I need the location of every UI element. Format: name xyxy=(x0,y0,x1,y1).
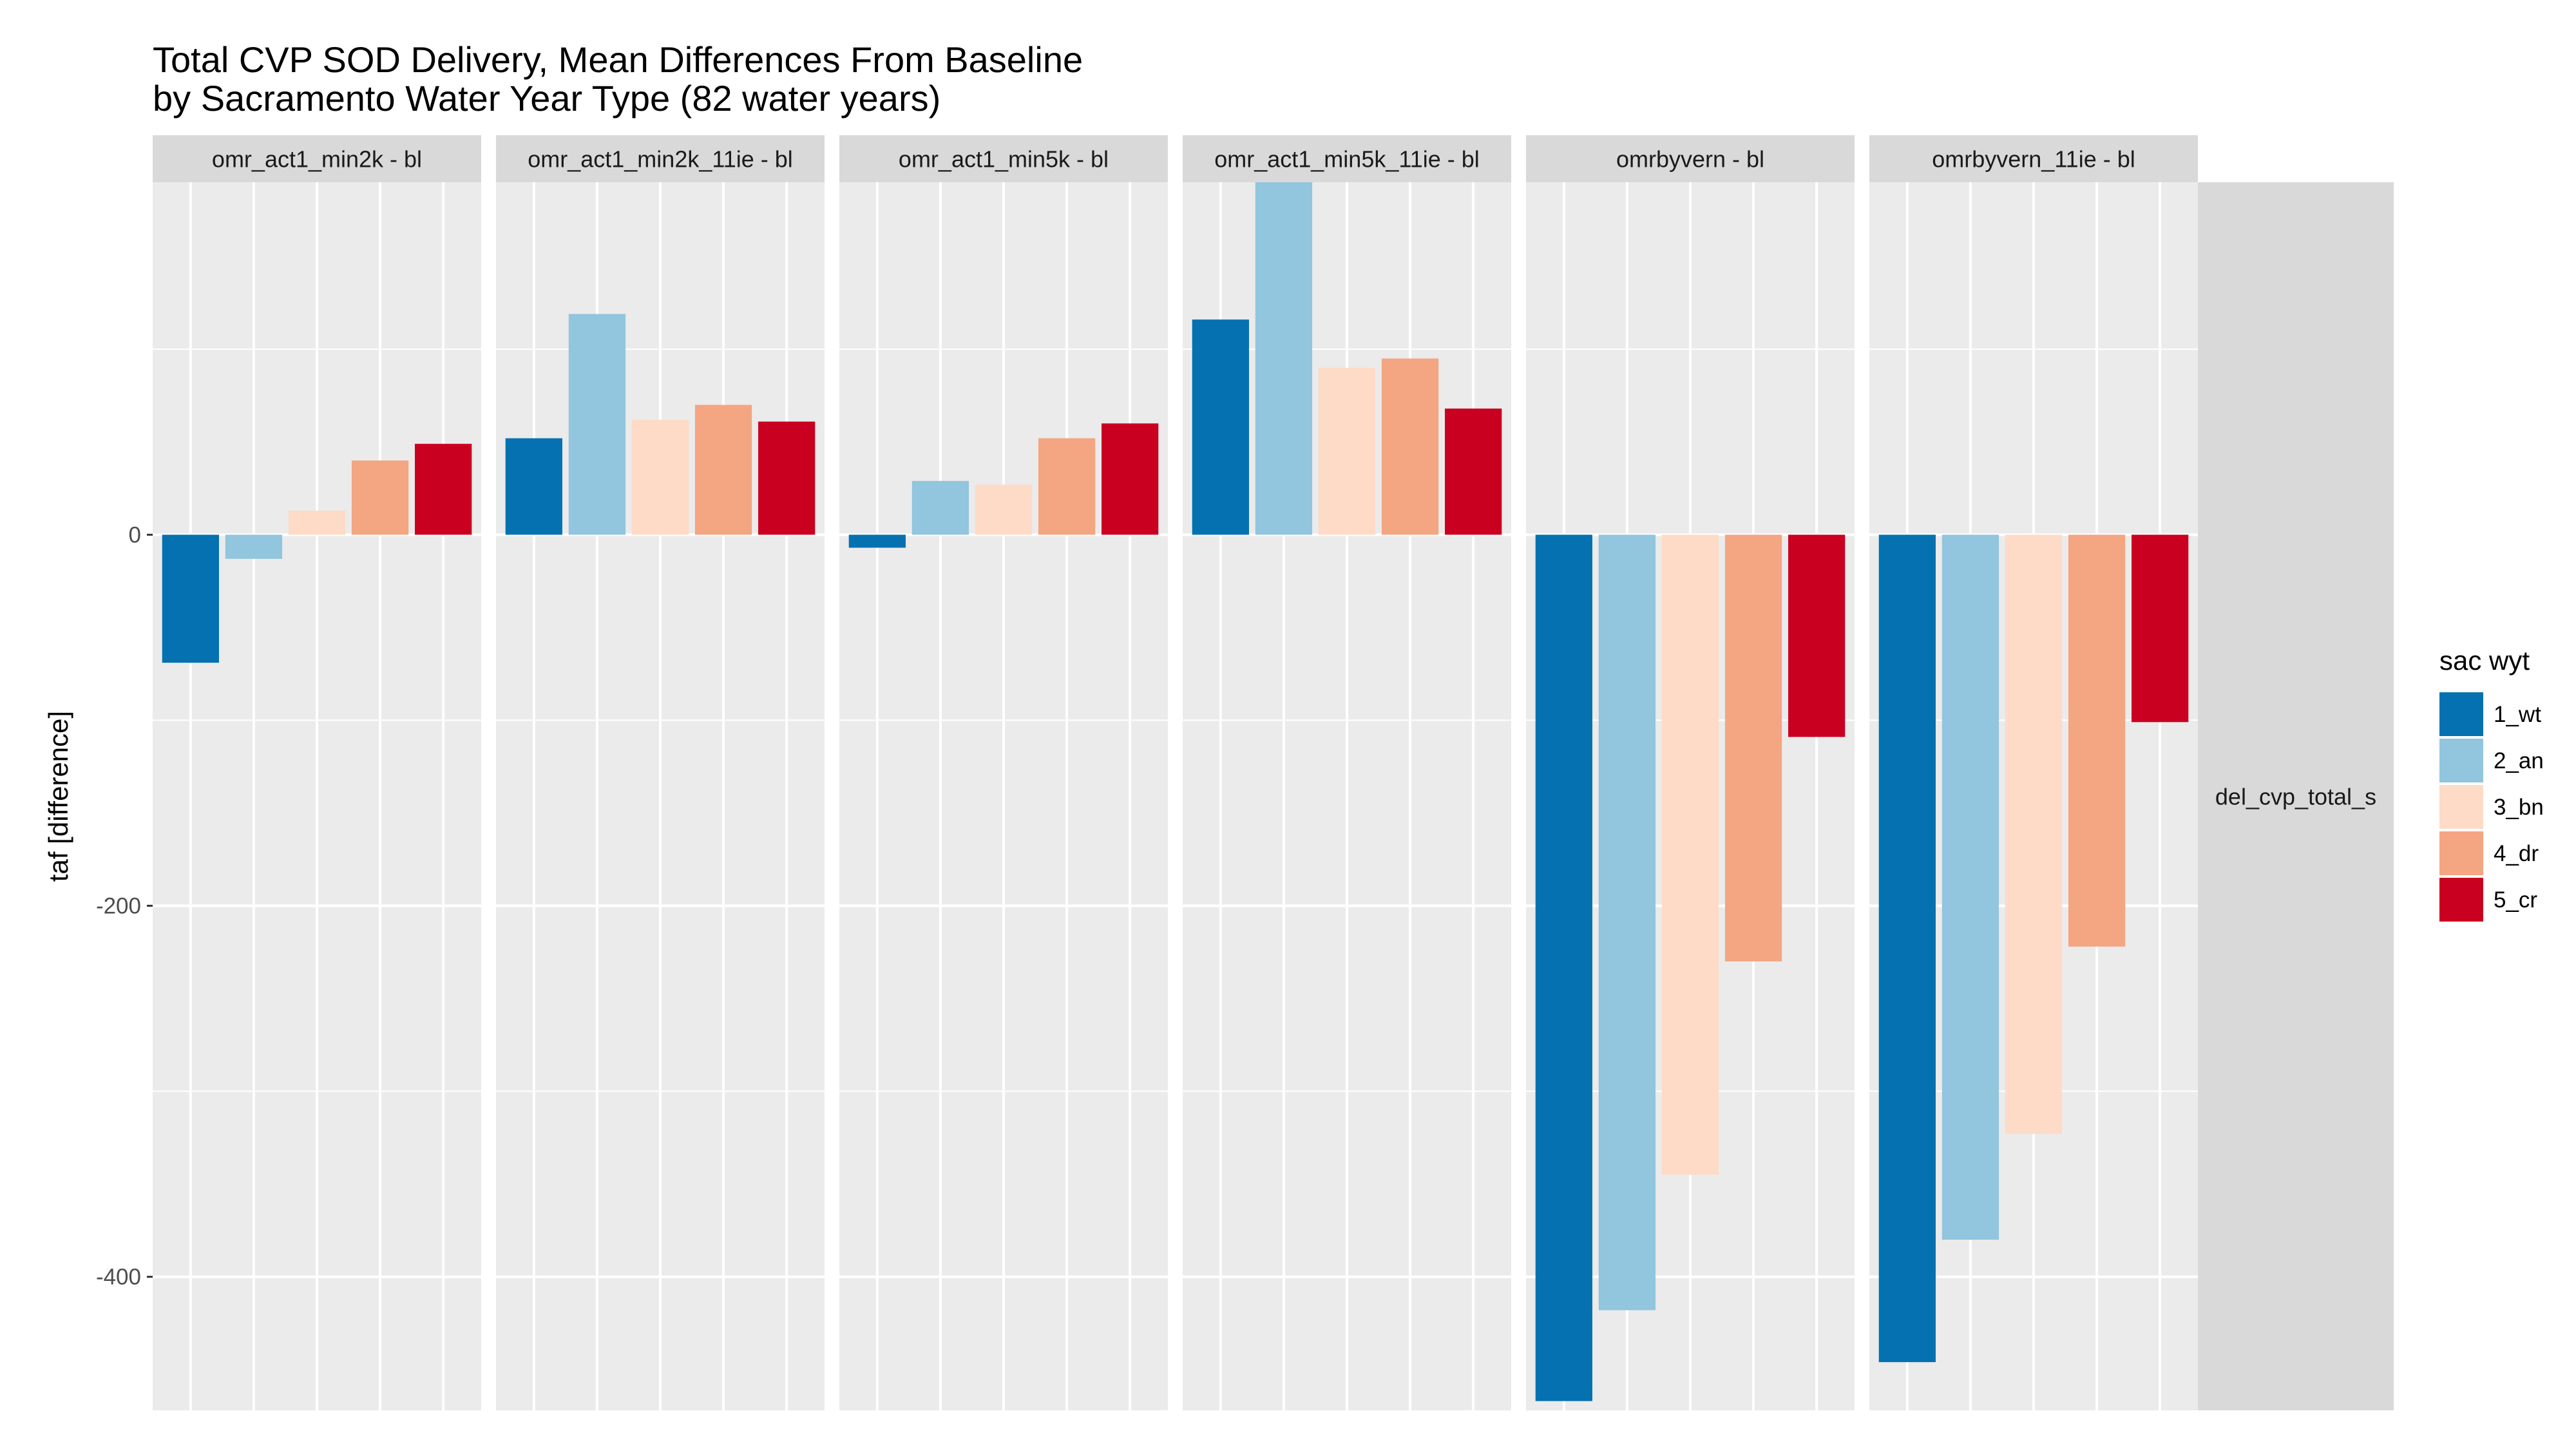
legend-key xyxy=(2439,831,2483,875)
legend-key xyxy=(2439,739,2483,782)
y-tick-label: -400 xyxy=(96,1265,141,1290)
y-axis: 0 -200 -400 xyxy=(96,522,153,1290)
bar xyxy=(2068,535,2126,947)
bar xyxy=(911,480,969,535)
legend-label: 3_bn xyxy=(2494,795,2544,820)
facet-strip-label: omr_act1_min5k_11ie - bl xyxy=(1214,146,1480,173)
bar xyxy=(1318,368,1376,535)
y-tick-label: 0 xyxy=(129,522,141,547)
legend-label: 4_dr xyxy=(2494,841,2539,866)
facet-panel: omrbyvern - bl xyxy=(1526,135,1855,1410)
facet-strip xyxy=(1183,135,1511,182)
bar xyxy=(1381,358,1439,535)
bar xyxy=(225,535,283,559)
legend-label: 2_an xyxy=(2494,748,2544,773)
bar xyxy=(1102,423,1159,535)
bar xyxy=(415,444,472,535)
bar xyxy=(1878,535,1936,1363)
legend-key xyxy=(2439,785,2483,829)
legend-key xyxy=(2439,692,2483,736)
bar xyxy=(1535,535,1592,1401)
facet-strip xyxy=(1526,135,1855,182)
legend-label: 5_cr xyxy=(2494,887,2537,913)
chart-title: Total CVP SOD Delivery, Mean Differences… xyxy=(153,39,1083,80)
bar xyxy=(1942,535,1999,1240)
legend-label: 1_wt xyxy=(2494,702,2541,727)
facet-panel: omr_act1_min5k - bl xyxy=(839,135,1168,1410)
bar xyxy=(848,535,906,548)
bar xyxy=(351,460,409,535)
chart-subtitle: by Sacramento Water Year Type (82 water … xyxy=(153,78,940,118)
facet-panel: omrbyvern_11ie - bl xyxy=(1869,135,2198,1410)
facet-panel: omr_act1_min5k_11ie - bl xyxy=(1183,135,1511,1410)
bar xyxy=(2132,535,2189,723)
bar xyxy=(631,419,689,535)
facet-panels: omr_act1_min2k - bl omr_act1_min2k_11ie -… xyxy=(153,135,2198,1410)
facet-strip xyxy=(839,135,1168,182)
bar xyxy=(1661,535,1719,1175)
bar xyxy=(1788,535,1846,737)
bar xyxy=(1255,182,1313,535)
legend-key xyxy=(2439,878,2483,922)
facet-strip xyxy=(153,135,481,182)
bar xyxy=(975,484,1033,535)
facet-strip-label: omr_act1_min5k - bl xyxy=(899,146,1109,173)
bar xyxy=(288,510,346,535)
bar xyxy=(1724,535,1782,961)
bar xyxy=(505,438,562,535)
facet-strip xyxy=(1869,135,2198,182)
row-strip-label: del_cvp_total_s xyxy=(2215,784,2376,810)
facet-panel: omr_act1_min2k_11ie - bl xyxy=(496,135,825,1410)
bar xyxy=(694,404,752,535)
legend: sac wyt 1_wt 2_an 3_bn 4_dr 5_cr xyxy=(2439,645,2544,922)
facet-strip-label: omr_act1_min2k_11ie - bl xyxy=(528,146,793,173)
legend-title: sac wyt xyxy=(2439,645,2530,676)
bar xyxy=(1598,535,1656,1311)
bar xyxy=(1445,408,1502,535)
y-axis-title: taf [difference] xyxy=(43,711,73,882)
row-strip xyxy=(2198,182,2394,1410)
facet-strip xyxy=(496,135,825,182)
facet-strip-label: omr_act1_min2k - bl xyxy=(212,146,422,173)
facet-panel: omr_act1_min2k - bl xyxy=(153,135,481,1410)
bar xyxy=(1192,319,1249,535)
bar xyxy=(1038,438,1096,535)
bar xyxy=(758,421,816,535)
facet-strip-label: omrbyvern - bl xyxy=(1616,146,1764,173)
facet-strip-label: omrbyvern_11ie - bl xyxy=(1932,146,2135,173)
bar xyxy=(2005,535,2063,1134)
y-tick-label: -200 xyxy=(96,893,141,918)
bar xyxy=(568,314,626,535)
bar xyxy=(162,535,219,663)
